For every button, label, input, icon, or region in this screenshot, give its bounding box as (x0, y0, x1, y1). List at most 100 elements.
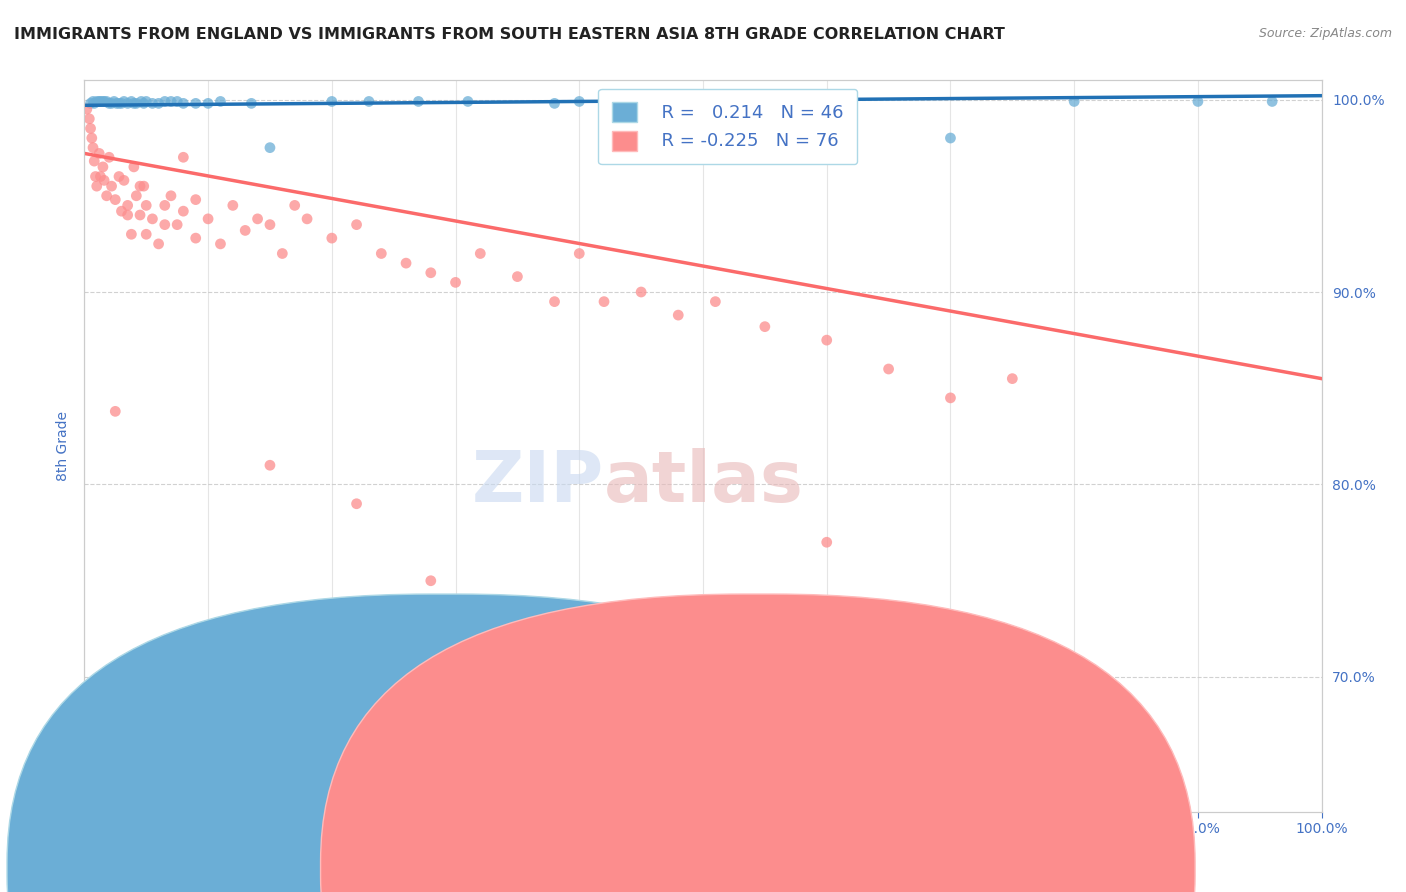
Point (815, 535, 838, 549)
Text: atlas: atlas (605, 448, 804, 517)
Point (704, 294, 727, 309)
Point (108, 96, 131, 111)
Point (877, 362, 900, 376)
Point (108, 169, 131, 184)
Point (98, 96, 121, 111)
Point (91, 95, 114, 109)
Point (153, 198, 176, 212)
Legend:   R =   0.214   N = 46,   R = -0.225   N = 76: R = 0.214 N = 46, R = -0.225 N = 76 (599, 88, 858, 164)
Point (408, 95, 430, 109)
Point (444, 276, 467, 290)
Point (357, 95, 380, 109)
Point (617, 708, 640, 723)
Point (815, 95, 838, 109)
Point (83, 96, 105, 111)
Point (98, 150, 121, 164)
Point (246, 211, 269, 226)
Point (815, 333, 838, 347)
Point (79, 96, 101, 111)
Point (135, 198, 157, 212)
Point (132, 96, 155, 111)
Point (96, 95, 118, 109)
Point (100, 179, 122, 194)
Point (568, 95, 591, 109)
Point (129, 95, 152, 109)
Point (209, 236, 232, 251)
Point (83, 154, 105, 169)
Point (148, 236, 170, 251)
Point (135, 95, 157, 109)
Point (112, 173, 135, 187)
Point (543, 96, 565, 111)
Point (506, 269, 529, 284)
Point (76, 102, 98, 116)
Point (89, 95, 111, 109)
Point (395, 256, 418, 270)
Point (419, 574, 441, 588)
Point (370, 246, 392, 260)
Point (104, 404, 127, 418)
Point (184, 193, 207, 207)
Point (939, 391, 962, 405)
Point (939, 131, 962, 145)
Point (91, 160, 114, 174)
Point (160, 188, 183, 202)
Point (197, 211, 219, 226)
Point (346, 497, 368, 511)
Point (519, 612, 541, 626)
Point (104, 193, 127, 207)
Point (271, 246, 294, 260)
Point (166, 95, 188, 109)
Point (209, 95, 232, 109)
Point (1001, 371, 1024, 385)
Point (160, 95, 183, 109)
Text: Source: ZipAtlas.com: Source: ZipAtlas.com (1258, 27, 1392, 40)
Point (82, 141, 104, 155)
Point (153, 95, 176, 109)
Point (89, 169, 111, 184)
Point (284, 198, 307, 212)
Point (153, 218, 176, 232)
Point (89, 146, 111, 161)
Point (93, 173, 115, 187)
Point (259, 458, 281, 473)
Point (112, 95, 135, 109)
Point (82, 95, 104, 109)
Point (110, 96, 132, 111)
Point (80, 131, 103, 145)
Point (86, 95, 108, 109)
Text: ZIP: ZIP (472, 448, 605, 517)
Point (457, 95, 479, 109)
Point (120, 227, 142, 242)
Point (259, 218, 281, 232)
Point (568, 246, 591, 260)
Point (222, 198, 245, 212)
Point (470, 246, 492, 260)
Point (129, 208, 152, 222)
Point (754, 319, 776, 334)
Point (100, 96, 122, 111)
Point (122, 160, 145, 174)
Point (148, 96, 170, 111)
Point (110, 204, 132, 219)
Point (666, 308, 689, 322)
Point (321, 231, 343, 245)
Point (593, 141, 616, 155)
Text: Immigrants from England: Immigrants from England (471, 862, 648, 876)
Point (346, 218, 368, 232)
Point (172, 150, 194, 164)
Point (321, 95, 343, 109)
Text: IMMIGRANTS FROM ENGLAND VS IMMIGRANTS FROM SOUTH EASTERN ASIA 8TH GRADE CORRELAT: IMMIGRANTS FROM ENGLAND VS IMMIGRANTS FR… (14, 27, 1005, 42)
Point (93, 95, 115, 109)
Point (679, 737, 702, 751)
Point (233, 223, 256, 237)
Point (117, 96, 139, 111)
Point (120, 95, 142, 109)
Point (79, 112, 101, 126)
Point (125, 96, 148, 111)
Point (172, 96, 194, 111)
Point (117, 208, 139, 222)
Point (184, 96, 207, 111)
Point (125, 188, 148, 202)
Point (141, 96, 163, 111)
